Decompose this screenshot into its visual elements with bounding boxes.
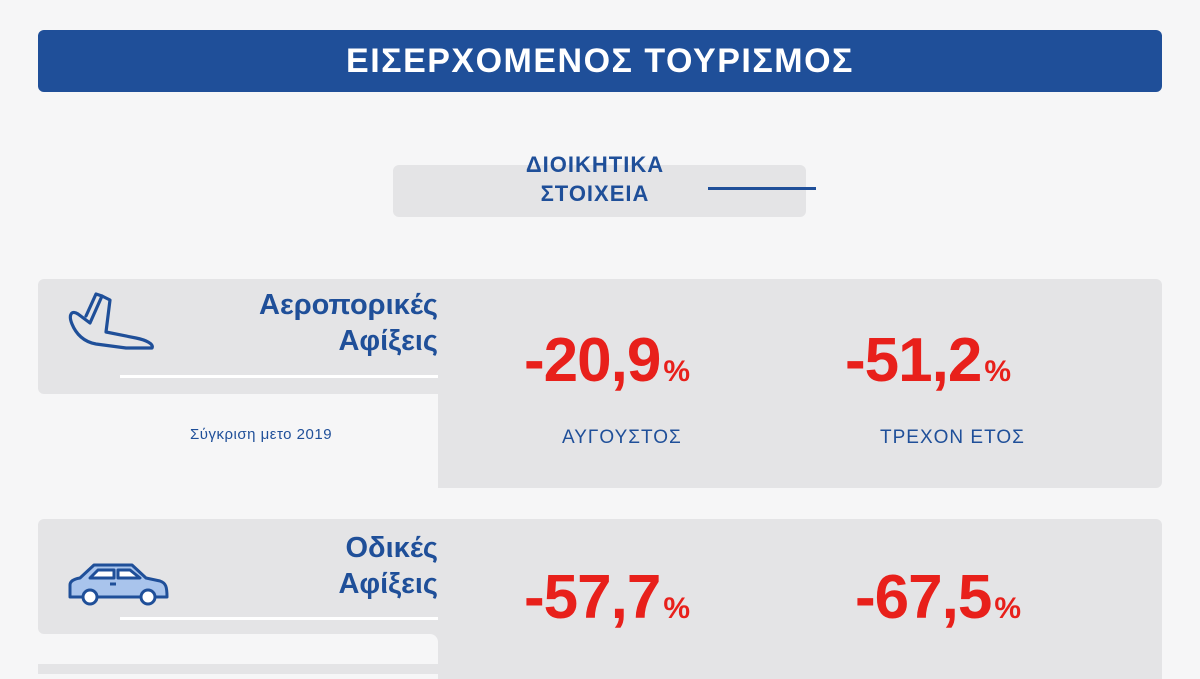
road-arrivals-label-line2: Αφίξεις bbox=[338, 568, 438, 600]
percent-sign: % bbox=[663, 355, 691, 388]
air-ytd-stat: -51,2% bbox=[845, 325, 1011, 396]
title-banner: ΕΙΣΕΡΧΟΜΕΝΟΣ ΤΟΥΡΙΣΜΟΣ bbox=[38, 30, 1162, 92]
percent-sign: % bbox=[994, 592, 1022, 625]
section-label-line2: ΣΤΟΙΧΕΙΑ bbox=[540, 181, 650, 206]
divider bbox=[120, 375, 438, 378]
plane-landing-icon bbox=[68, 292, 154, 350]
air-arrivals-stats-panel bbox=[438, 279, 1162, 488]
air-ytd-value: -51,2 bbox=[845, 326, 982, 395]
air-arrivals-label-line2: Αφίξεις bbox=[338, 325, 438, 357]
section-label-line1: ΔΙΟΙΚΗΤΙΚΑ bbox=[525, 152, 665, 177]
panel-notch bbox=[38, 634, 438, 664]
percent-sign: % bbox=[984, 355, 1012, 388]
road-arrivals-label: Οδικές Αφίξεις bbox=[338, 530, 438, 602]
road-august-stat: -57,7% bbox=[524, 562, 690, 633]
percent-sign: % bbox=[663, 592, 691, 625]
page-title: ΕΙΣΕΡΧΟΜΕΝΟΣ ΤΟΥΡΙΣΜΟΣ bbox=[346, 41, 854, 80]
road-arrivals-stats-panel bbox=[438, 519, 1162, 679]
current-year-label: ΤΡΕΧΟΝ ΕΤΟΣ bbox=[880, 427, 1025, 448]
comparison-note: Σύγκριση μετο 2019 bbox=[190, 426, 333, 443]
air-arrivals-label-line1: Αεροπορικές bbox=[259, 289, 438, 321]
section-label-box bbox=[393, 165, 806, 217]
road-ytd-stat: -67,5% bbox=[855, 562, 1021, 633]
divider bbox=[120, 617, 438, 620]
air-august-value: -20,9 bbox=[524, 326, 661, 395]
road-august-value: -57,7 bbox=[524, 563, 661, 632]
road-arrivals-label-line1: Οδικές bbox=[345, 532, 438, 564]
section-label: ΔΙΟΙΚΗΤΙΚΑ ΣΤΟΙΧΕΙΑ bbox=[470, 150, 720, 208]
air-arrivals-label: Αεροπορικές Αφίξεις bbox=[259, 287, 438, 359]
air-august-stat: -20,9% bbox=[524, 325, 690, 396]
august-label: ΑΥΓΟΥΣΤΟΣ bbox=[562, 427, 682, 448]
car-icon bbox=[68, 563, 169, 606]
section-underline bbox=[708, 187, 816, 190]
road-ytd-value: -67,5 bbox=[855, 563, 992, 632]
